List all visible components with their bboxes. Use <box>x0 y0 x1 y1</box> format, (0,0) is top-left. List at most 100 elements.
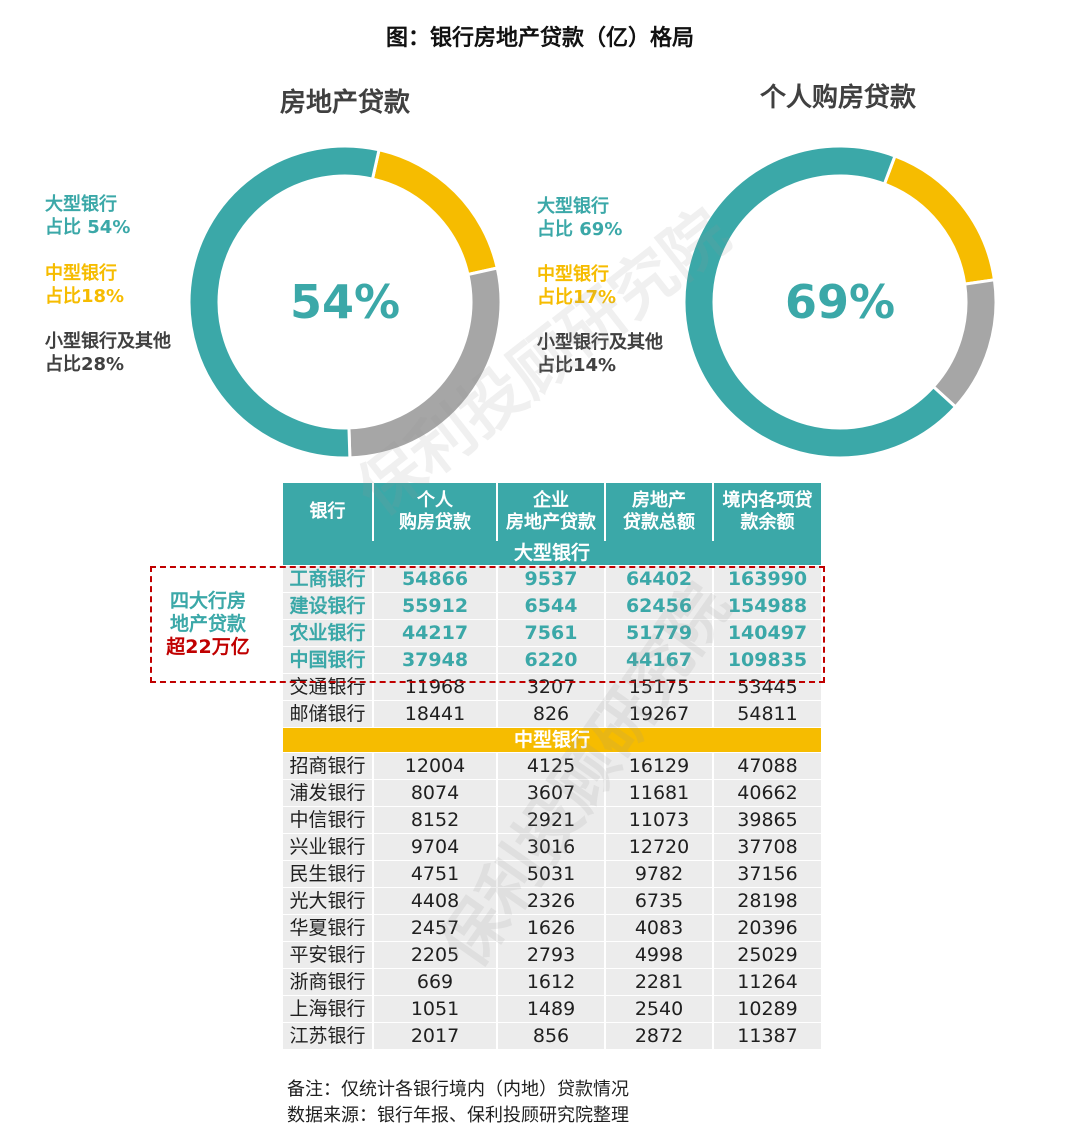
donut-mortgage: 69% <box>682 144 998 460</box>
table-cell: 浦发银行 <box>283 779 374 807</box>
table-cell: 交通银行 <box>283 673 374 701</box>
table-cell: 农业银行 <box>283 619 374 647</box>
table-cell: 44167 <box>605 646 714 674</box>
table-cell: 建设银行 <box>283 592 374 620</box>
table-row: 江苏银行 2017 856 2872 11387 <box>283 1022 821 1050</box>
donut-real-estate: 54% <box>187 144 503 460</box>
table-cell: 15175 <box>605 673 714 701</box>
table-cell: 2281 <box>605 968 714 996</box>
note-text: 备注：仅统计各银行境内（内地）贷款情况 <box>287 1079 629 1100</box>
table-cell: 9537 <box>497 565 606 593</box>
table-cell: 12720 <box>605 833 714 861</box>
legend-mid-banks: 中型银行 占比18% <box>45 263 125 307</box>
table-cell: 2793 <box>497 941 606 969</box>
table-cell: 11264 <box>713 968 821 996</box>
table-cell: 16129 <box>605 752 714 780</box>
donut-center-label: 69% <box>785 275 895 329</box>
table-group-row: 大型银行 <box>283 541 821 566</box>
source-text: 数据来源：银行年报、保利投顾研究院整理 <box>287 1105 629 1126</box>
table-cell: 1051 <box>373 995 498 1023</box>
page-title: 图：银行房地产贷款（亿）格局 <box>385 26 694 51</box>
table-cell: 20396 <box>713 914 821 942</box>
table-cell: 8074 <box>373 779 498 807</box>
big-four-highlight-box <box>150 566 825 683</box>
table-cell: 9782 <box>605 860 714 888</box>
table-cell: 1626 <box>497 914 606 942</box>
table-row: 中信银行 8152 2921 11073 39865 <box>283 806 821 834</box>
table-cell: 163990 <box>713 565 821 593</box>
table-cell: 47088 <box>713 752 821 780</box>
donut-slice-large <box>187 144 381 460</box>
table-cell: 民生银行 <box>283 860 374 888</box>
table-row: 浙商银行 669 1612 2281 11264 <box>283 968 821 996</box>
table-row: 平安银行 2205 2793 4998 25029 <box>283 941 821 969</box>
table-cell: 826 <box>497 700 606 728</box>
table-cell: 华夏银行 <box>283 914 374 942</box>
table-cell: 邮储银行 <box>283 700 374 728</box>
donut-slice-mid <box>882 154 997 286</box>
table-cell: 44217 <box>373 619 498 647</box>
table-cell: 40662 <box>713 779 821 807</box>
table-cell: 2326 <box>497 887 606 915</box>
table-cell: 10289 <box>713 995 821 1023</box>
table-cell: 2017 <box>373 1022 498 1050</box>
table-cell: 2872 <box>605 1022 714 1050</box>
table-cell: 55912 <box>373 592 498 620</box>
table-cell: 5031 <box>497 860 606 888</box>
table-row: 光大银行 4408 2326 6735 28198 <box>283 887 821 915</box>
table-cell: 8152 <box>373 806 498 834</box>
donut-slice-small <box>931 278 998 409</box>
table-cell: 浙商银行 <box>283 968 374 996</box>
table-cell: 2921 <box>497 806 606 834</box>
table-cell: 招商银行 <box>283 752 374 780</box>
table-cell: 4751 <box>373 860 498 888</box>
table-cell: 2205 <box>373 941 498 969</box>
table-cell: 140497 <box>713 619 821 647</box>
table-cell: 1612 <box>497 968 606 996</box>
table-cell: 37708 <box>713 833 821 861</box>
table-cell: 154988 <box>713 592 821 620</box>
table-cell: 11387 <box>713 1022 821 1050</box>
table-group-label: 中型银行 <box>283 727 821 753</box>
table-cell: 6735 <box>605 887 714 915</box>
table-cell: 856 <box>497 1022 606 1050</box>
table-row: 华夏银行 2457 1626 4083 20396 <box>283 914 821 942</box>
table-header-cell: 银行 <box>283 483 374 541</box>
table-row: 工商银行 54866 9537 64402 163990 <box>283 565 821 593</box>
table-cell: 25029 <box>713 941 821 969</box>
table-header-cell: 境内各项贷 款余额 <box>713 483 821 541</box>
donut-slice-large <box>682 144 958 460</box>
table-cell: 3016 <box>497 833 606 861</box>
bank-loan-table: 银行 个人 购房贷款 企业 房地产贷款 房地产 贷款总额 境内各项贷 款余额 大型银行 工商银行 5… <box>283 483 821 1050</box>
table-cell: 53445 <box>713 673 821 701</box>
table-row: 浦发银行 8074 3607 11681 40662 <box>283 779 821 807</box>
table-cell: 11073 <box>605 806 714 834</box>
table-cell: 12004 <box>373 752 498 780</box>
table-cell: 9704 <box>373 833 498 861</box>
table-cell: 3607 <box>497 779 606 807</box>
legend-small-banks-2: 小型银行及其他 占比14% <box>537 332 663 376</box>
table-cell: 4998 <box>605 941 714 969</box>
table-cell: 669 <box>373 968 498 996</box>
table-cell: 1489 <box>497 995 606 1023</box>
table-cell: 54866 <box>373 565 498 593</box>
table-cell: 18441 <box>373 700 498 728</box>
table-cell: 工商银行 <box>283 565 374 593</box>
table-row: 邮储银行 18441 826 19267 54811 <box>283 700 821 728</box>
table-header-row: 银行 个人 购房贷款 企业 房地产贷款 房地产 贷款总额 境内各项贷 款余额 <box>283 483 821 541</box>
table-header-cell: 个人 购房贷款 <box>373 483 498 541</box>
table-cell: 中信银行 <box>283 806 374 834</box>
legend-large-banks: 大型银行 占比 54% <box>45 194 131 238</box>
table-cell: 2457 <box>373 914 498 942</box>
table-cell: 51779 <box>605 619 714 647</box>
donut-center-label: 54% <box>290 275 400 329</box>
table-cell: 37156 <box>713 860 821 888</box>
legend-large-banks-2: 大型银行 占比 69% <box>537 196 623 240</box>
table-group-row: 中型银行 <box>283 727 821 753</box>
table-cell: 64402 <box>605 565 714 593</box>
table-row: 建设银行 55912 6544 62456 154988 <box>283 592 821 620</box>
donut-slice-mid <box>370 147 500 277</box>
table-cell: 4083 <box>605 914 714 942</box>
table-row: 招商银行 12004 4125 16129 47088 <box>283 752 821 780</box>
table-cell: 28198 <box>713 887 821 915</box>
